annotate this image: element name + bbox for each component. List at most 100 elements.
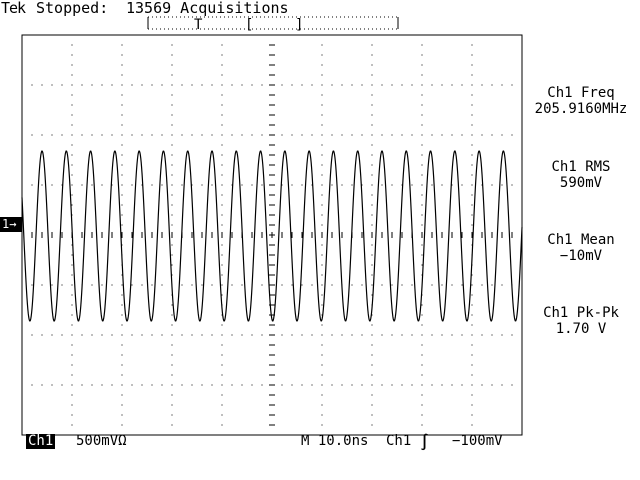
- graticule-dot: [171, 74, 173, 76]
- graticule-dot: [121, 304, 123, 306]
- graticule-dot: [231, 134, 233, 136]
- graticule-dot: [471, 124, 473, 126]
- graticule-dot: [201, 334, 203, 336]
- graticule-dot: [321, 154, 323, 156]
- graticule-dot: [371, 94, 373, 96]
- graticule-dot: [41, 84, 43, 86]
- graticule-dot: [71, 364, 73, 366]
- graticule-dot: [481, 184, 483, 186]
- graticule-dot: [511, 334, 513, 336]
- graticule-dot: [281, 384, 283, 386]
- graticule-dot: [331, 84, 333, 86]
- graticule-dot: [121, 44, 123, 46]
- graticule-dot: [31, 84, 33, 86]
- graticule-dot: [311, 184, 313, 186]
- graticule-dot: [81, 334, 83, 336]
- graticule-dot: [121, 204, 123, 206]
- graticule-dot: [371, 344, 373, 346]
- graticule-dot: [171, 344, 173, 346]
- graticule-dot: [421, 354, 423, 356]
- graticule-dot: [121, 184, 123, 186]
- graticule-dot: [321, 184, 323, 186]
- graticule-dot: [321, 274, 323, 276]
- measurement-value: 590mV: [559, 175, 603, 191]
- graticule-dot: [41, 384, 43, 386]
- graticule-dot: [371, 214, 373, 216]
- graticule-dot: [71, 194, 73, 196]
- graticule-dot: [221, 394, 223, 396]
- graticule-dot: [231, 334, 233, 336]
- graticule-dot: [111, 284, 113, 286]
- graticule-dot: [421, 164, 423, 166]
- graticule-dot: [221, 364, 223, 366]
- graticule-dot: [171, 274, 173, 276]
- graticule-dot: [321, 204, 323, 206]
- graticule-dot: [71, 154, 73, 156]
- graticule-dot: [471, 84, 473, 86]
- graticule-dot: [121, 154, 123, 156]
- graticule-dot: [221, 134, 223, 136]
- graticule-dot: [501, 84, 503, 86]
- graticule-dot: [171, 304, 173, 306]
- graticule-dot: [221, 224, 223, 226]
- graticule-dot: [61, 284, 63, 286]
- graticule-dot: [181, 184, 183, 186]
- graticule-dot: [421, 304, 423, 306]
- graticule-dot: [321, 224, 323, 226]
- graticule-dot: [321, 124, 323, 126]
- graticule-dot: [321, 324, 323, 326]
- graticule-dot: [111, 384, 113, 386]
- graticule-dot: [421, 134, 423, 136]
- graticule-dot: [171, 154, 173, 156]
- graticule-dot: [181, 84, 183, 86]
- measurement-pkpk: Ch1 Pk-Pk 1.70 V: [524, 305, 638, 337]
- graticule-dot: [321, 114, 323, 116]
- graticule-dot: [471, 304, 473, 306]
- graticule-dot: [321, 294, 323, 296]
- graticule-dot: [371, 294, 373, 296]
- graticule-dot: [241, 84, 243, 86]
- graticule-dot: [471, 384, 473, 386]
- graticule-dot: [461, 334, 463, 336]
- graticule-dot: [71, 264, 73, 266]
- graticule-dot: [171, 84, 173, 86]
- graticule-dot: [311, 284, 313, 286]
- graticule-dot: [291, 384, 293, 386]
- graticule-dot: [91, 384, 93, 386]
- graticule-dot: [221, 104, 223, 106]
- graticule-dot: [371, 414, 373, 416]
- graticule-dot: [31, 184, 33, 186]
- graticule-dot: [151, 384, 153, 386]
- graticule-dot: [431, 84, 433, 86]
- graticule-dot: [51, 134, 53, 136]
- graticule-dot: [331, 334, 333, 336]
- ch1-waveform-trace: [21, 150, 523, 322]
- graticule-dot: [371, 154, 373, 156]
- graticule-dot: [351, 184, 353, 186]
- graticule-dot: [111, 184, 113, 186]
- channel-badge[interactable]: Ch1: [26, 433, 56, 449]
- graticule-dot: [261, 184, 263, 186]
- graticule-dot: [121, 404, 123, 406]
- graticule-dot: [401, 334, 403, 336]
- graticule-dot: [351, 334, 353, 336]
- graticule-dot: [171, 124, 173, 126]
- graticule-dot: [261, 334, 263, 336]
- graticule-dot: [221, 84, 223, 86]
- graticule-dot: [221, 164, 223, 166]
- graticule-dot: [121, 414, 123, 416]
- graticule-dot: [281, 334, 283, 336]
- graticule-dot: [171, 214, 173, 216]
- graticule-dot: [101, 384, 103, 386]
- graticule-dot: [471, 424, 473, 426]
- graticule-dot: [301, 384, 303, 386]
- graticule-dot: [71, 314, 73, 316]
- graticule-dot: [121, 134, 123, 136]
- ch1-ground-marker[interactable]: 1→: [0, 217, 22, 232]
- graticule-dot: [371, 144, 373, 146]
- graticule-dot: [471, 314, 473, 316]
- graticule-dot: [471, 64, 473, 66]
- graticule-dot: [221, 414, 223, 416]
- graticule-dot: [121, 144, 123, 146]
- graticule-dot: [251, 84, 253, 86]
